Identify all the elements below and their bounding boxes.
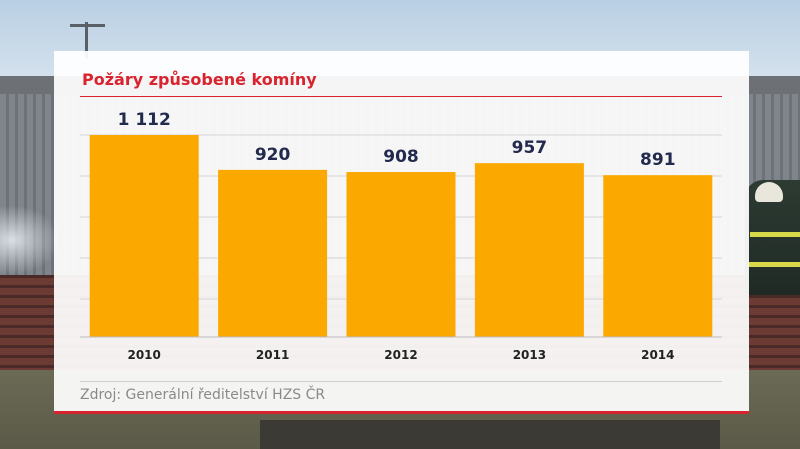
value-label-2013: 957 xyxy=(512,138,548,158)
value-label-2011: 920 xyxy=(255,145,291,165)
bar-2011 xyxy=(218,169,328,337)
bar-2010 xyxy=(89,135,199,337)
bar-2014 xyxy=(603,175,713,337)
water-spray xyxy=(0,205,60,275)
title-rule xyxy=(80,96,722,97)
dark-window xyxy=(260,420,720,449)
bar-chart: 1 112 2010 920 2011 908 2012 957 2013 891 2014 xyxy=(80,110,722,362)
chart-title: Požáry způsobené komíny xyxy=(82,70,317,89)
chart-panel: Požáry způsobené komíny 1 112 2010 920 2011… xyxy=(54,51,749,414)
value-label-2014: 891 xyxy=(640,150,676,170)
value-label-2010: 1 112 xyxy=(118,110,171,130)
bar-2012 xyxy=(346,172,456,337)
firefighter-helmet xyxy=(755,182,783,202)
value-label-2012: 908 xyxy=(383,147,419,167)
category-label-2014: 2014 xyxy=(641,348,674,362)
category-label-2011: 2011 xyxy=(256,348,289,362)
antenna-bar xyxy=(70,24,105,27)
bar-2013 xyxy=(474,163,584,337)
source-note: Zdroj: Generální ředitelství HZS ČR xyxy=(80,387,326,403)
reflective-stripe xyxy=(750,232,800,237)
reflective-stripe xyxy=(748,262,800,267)
category-label-2010: 2010 xyxy=(127,348,160,362)
category-label-2013: 2013 xyxy=(513,348,546,362)
source-rule xyxy=(80,381,722,382)
category-label-2012: 2012 xyxy=(384,348,417,362)
antenna-mast xyxy=(85,22,88,58)
